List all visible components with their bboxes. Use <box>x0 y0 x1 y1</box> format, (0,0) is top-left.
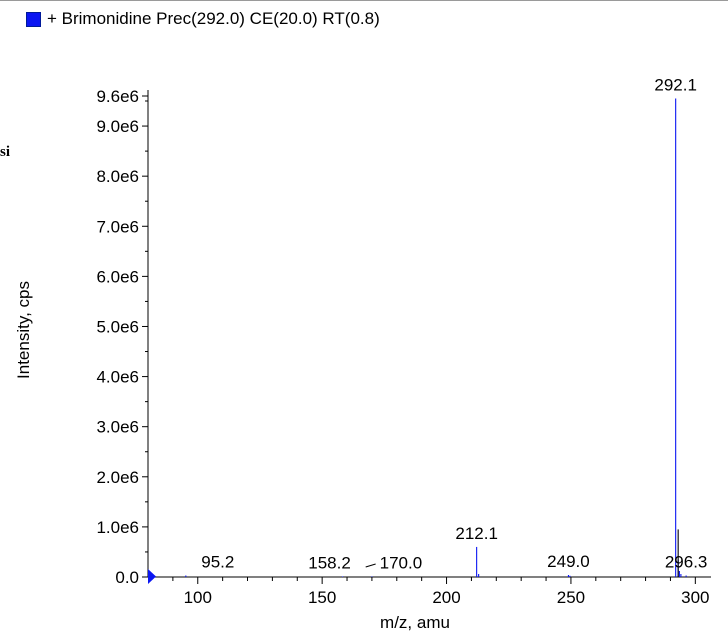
baseline-cursor-marker <box>148 569 156 584</box>
x-tick-label: 150 <box>308 588 336 607</box>
y-axis-title: Intensity, cps <box>14 281 33 379</box>
peak-label: 212.1 <box>455 524 498 543</box>
legend-swatch <box>26 11 41 27</box>
legend: + Brimonidine Prec(292.0) CE(20.0) RT(0.… <box>26 4 380 34</box>
peak-label: 95.2 <box>201 552 234 571</box>
peak-label: 296.3 <box>665 552 708 571</box>
x-tick-label: 200 <box>432 588 460 607</box>
legend-text: + Brimonidine Prec(292.0) CE(20.0) RT(0.… <box>47 9 380 28</box>
peak-label: 292.1 <box>654 76 697 95</box>
peak-label: 249.0 <box>547 552 590 571</box>
peak-label: 170.0 <box>380 553 423 572</box>
y-tick-label: 4.0e6 <box>96 368 139 387</box>
clipped-label-text: si <box>0 144 11 160</box>
x-tick-label: 300 <box>681 588 709 607</box>
y-tick-label: 1.0e6 <box>96 518 139 537</box>
peak-label: 158.2 <box>308 553 351 572</box>
y-tick-label: 5.0e6 <box>96 317 139 336</box>
x-tick-label: 250 <box>557 588 585 607</box>
y-tick-label: 9.0e6 <box>96 117 139 136</box>
y-tick-label: 7.0e6 <box>96 217 139 236</box>
x-tick-label: 100 <box>184 588 212 607</box>
y-tick-label: 6.0e6 <box>96 267 139 286</box>
y-tick-label: 3.0e6 <box>96 418 139 437</box>
top-divider <box>0 0 728 1</box>
y-tick-label: 8.0e6 <box>96 167 139 186</box>
y-tick-label: 2.0e6 <box>96 468 139 487</box>
y-tick-label: 0.0 <box>115 568 139 587</box>
y-tick-label: 9.6e6 <box>96 87 139 106</box>
peak-label-leader <box>365 563 376 568</box>
x-axis-title: m/z, amu <box>380 613 450 632</box>
